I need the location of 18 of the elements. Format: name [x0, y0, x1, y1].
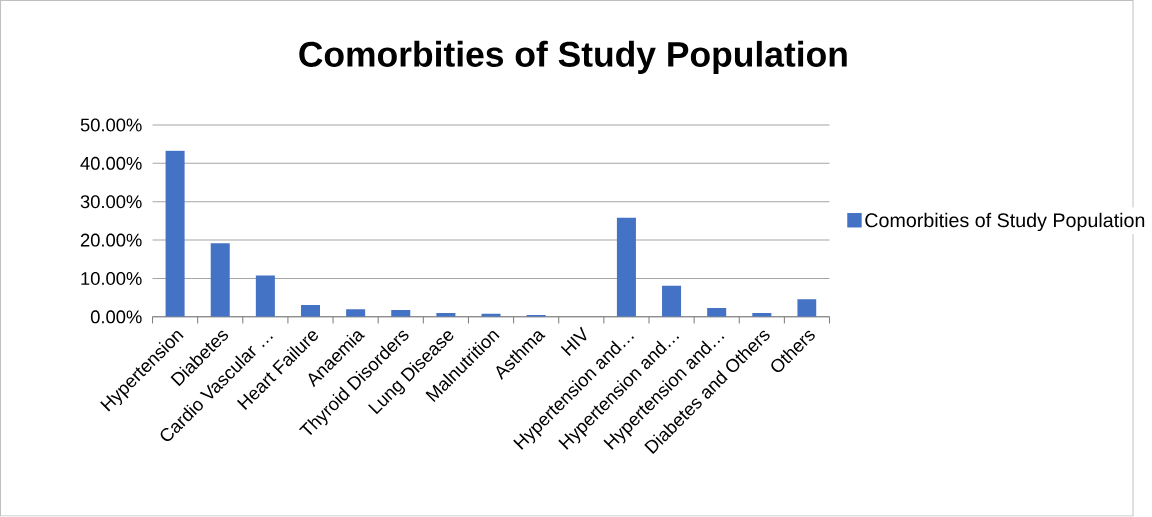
bar [346, 309, 366, 318]
bar [662, 285, 682, 318]
y-tick-label: 0.00% [90, 310, 142, 324]
legend-label: Comorbities of Study Population [865, 212, 1145, 232]
y-tick-label: 10.00% [81, 272, 142, 286]
bar [707, 308, 727, 318]
bar [300, 305, 320, 318]
y-tick-label: 40.00% [80, 157, 142, 171]
bar [616, 218, 636, 318]
bar [210, 243, 230, 318]
x-tick-label: HIV [560, 326, 587, 357]
y-tick-label: 50.00% [80, 118, 142, 132]
y-tick-label: 20.00% [80, 233, 142, 247]
chart-title: Comorbities of Study Population [299, 41, 847, 75]
bar [165, 150, 185, 318]
y-tick-label: 30.00% [80, 195, 142, 209]
bar [255, 275, 275, 318]
bar [797, 299, 817, 318]
